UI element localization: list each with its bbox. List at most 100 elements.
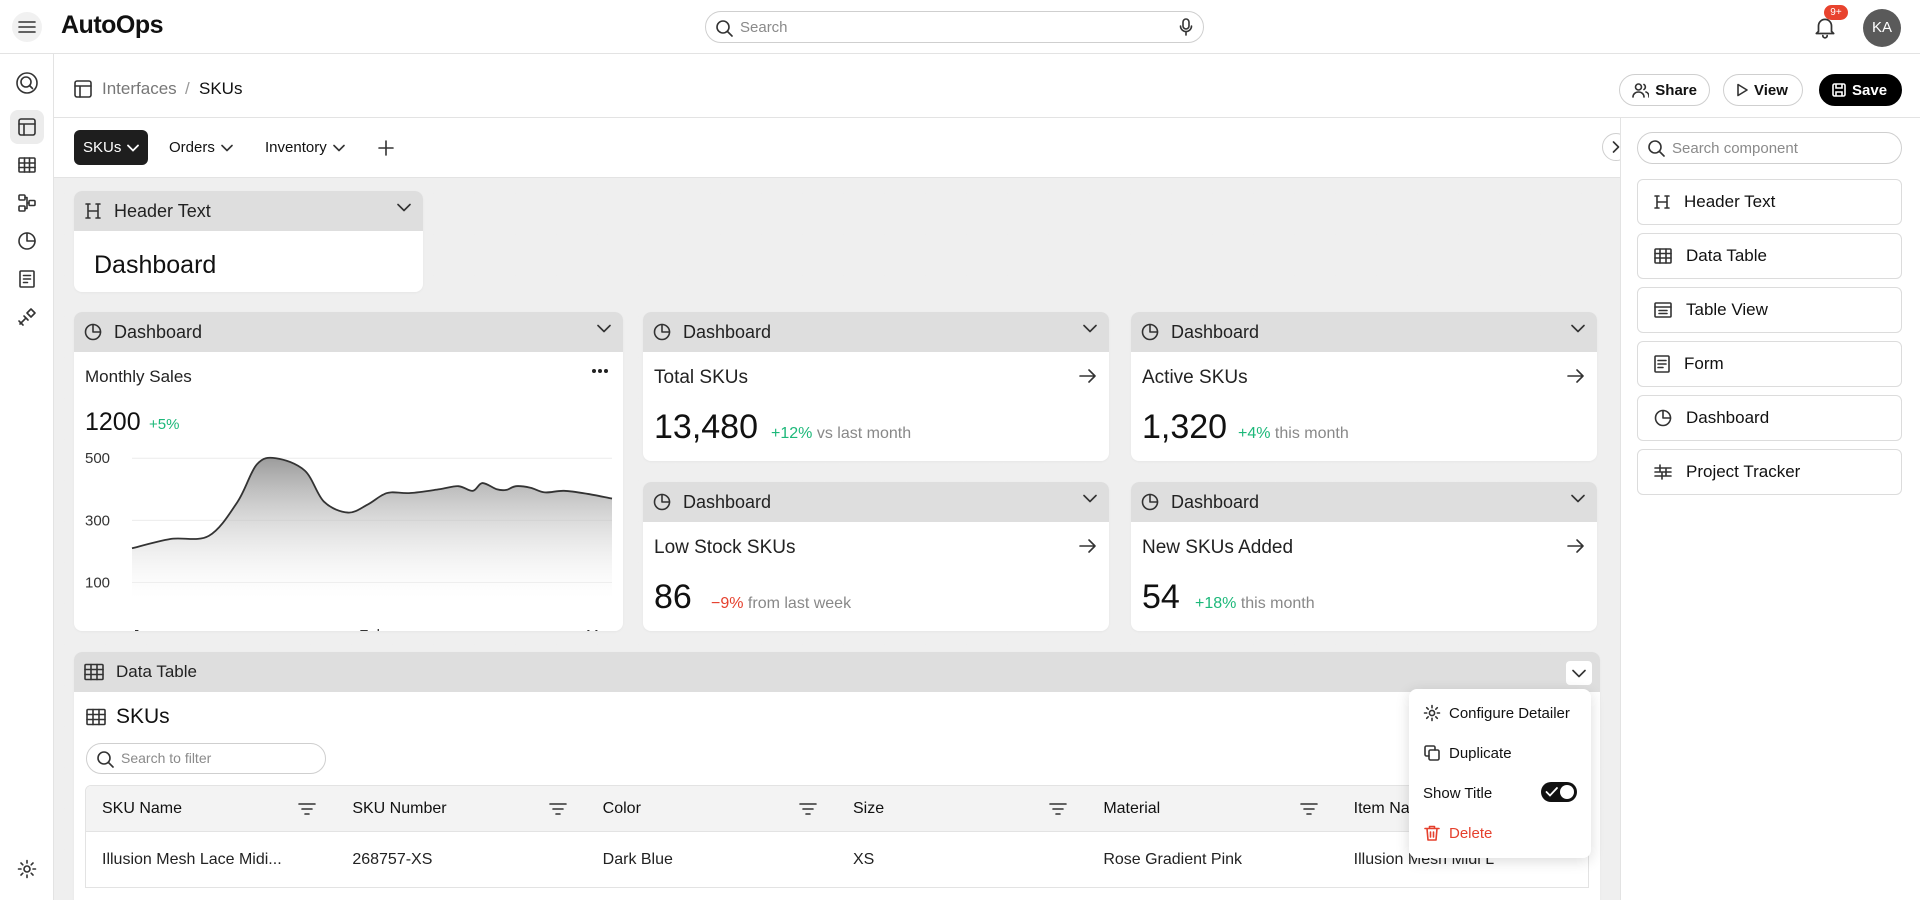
arrow-right-icon[interactable] <box>1079 368 1097 384</box>
sales-delta: +5% <box>149 416 180 433</box>
chevron-down-icon[interactable] <box>1083 324 1097 333</box>
arrow-right-icon[interactable] <box>1567 368 1585 384</box>
rail-settings-button[interactable] <box>10 852 44 886</box>
filter-icon[interactable] <box>1049 802 1068 816</box>
column-header-color[interactable]: Color <box>587 786 837 832</box>
pie-chart-icon <box>18 232 36 250</box>
filter-icon[interactable] <box>548 802 567 816</box>
table-icon <box>1654 248 1672 264</box>
filter-icon[interactable] <box>1299 802 1318 816</box>
menu-item-duplicate[interactable]: Duplicate <box>1423 741 1512 765</box>
rail-interfaces-button[interactable] <box>10 110 44 144</box>
rail-tools-button[interactable] <box>10 300 44 334</box>
kpi-delta-value: +12% <box>771 425 813 442</box>
arrow-right-icon[interactable] <box>1567 538 1585 554</box>
header-text-widget[interactable]: Header Text Dashboard <box>74 191 423 292</box>
user-avatar[interactable]: KA <box>1863 9 1901 47</box>
save-button[interactable]: Save <box>1819 74 1902 106</box>
component-data-table[interactable]: Data Table <box>1637 233 1902 279</box>
left-rail <box>0 54 54 900</box>
table-icon <box>18 157 36 173</box>
rail-workflows-button[interactable] <box>10 186 44 220</box>
arrow-right-icon[interactable] <box>1079 538 1097 554</box>
menu-item-label: Delete <box>1449 824 1493 842</box>
menu-item-show-title[interactable]: Show Title <box>1423 781 1492 805</box>
search-icon <box>716 20 733 37</box>
component-label: Table View <box>1686 300 1768 319</box>
component-search[interactable] <box>1637 132 1902 164</box>
component-label: Header Text <box>1684 192 1776 211</box>
widget-header: Dashboard <box>1131 482 1597 522</box>
widget-menu-toggle[interactable] <box>1566 661 1592 685</box>
component-table-view[interactable]: Table View <box>1637 287 1902 333</box>
component-label: Dashboard <box>1686 408 1770 427</box>
column-header-material[interactable]: Material <box>1087 786 1337 832</box>
search-icon <box>16 72 38 94</box>
kpi-new-skus-added[interactable]: Dashboard New SKUs Added 54 +18% this mo… <box>1131 482 1597 631</box>
filter-icon[interactable] <box>298 802 317 816</box>
table-filter[interactable] <box>86 743 326 774</box>
view-button[interactable]: View <box>1723 74 1803 106</box>
chevron-down-icon[interactable] <box>597 324 611 333</box>
search-icon <box>1648 140 1665 157</box>
chart-title: Monthly Sales <box>85 367 192 386</box>
tab-orders[interactable]: Orders <box>160 130 242 165</box>
cell-size: XS <box>852 851 875 868</box>
widget-title: Dashboard <box>683 321 772 342</box>
menu-item-configure-detailer[interactable]: Configure Detailer <box>1423 701 1570 725</box>
data-table-widget[interactable]: Data Table SKUs SKU Name SKU Number Colo… <box>74 652 1600 900</box>
chevron-down-icon[interactable] <box>1571 494 1585 503</box>
monthly-sales-widget[interactable]: Dashboard Monthly Sales 1200 +5% 500 300 1… <box>74 312 623 631</box>
sales-area-chart: 500 300 100 Jan Feb Mar <box>85 450 613 631</box>
component-dashboard[interactable]: Dashboard <box>1637 395 1902 441</box>
share-button[interactable]: Share <box>1619 74 1710 106</box>
kpi-low-stock-skus[interactable]: Dashboard Low Stock SKUs 86 −9% from las… <box>643 482 1109 631</box>
microphone-icon[interactable] <box>1179 18 1193 36</box>
kpi-active-skus[interactable]: Dashboard Active SKUs 1,320 +4% this mon… <box>1131 312 1597 461</box>
app-logo: AutoOps <box>61 11 164 39</box>
table-icon <box>86 708 106 726</box>
breadcrumb-parent[interactable]: Interfaces <box>102 79 177 98</box>
kpi-delta-value: −9% <box>711 595 744 612</box>
show-title-toggle[interactable] <box>1541 782 1577 802</box>
menu-item-delete[interactable]: Delete <box>1423 821 1492 845</box>
table-row[interactable]: Illusion Mesh Lace Midi... 268757-XS Dar… <box>86 832 1588 887</box>
widget-header: Dashboard <box>74 312 623 352</box>
filter-input[interactable] <box>121 750 311 766</box>
rail-forms-button[interactable] <box>10 262 44 296</box>
component-panel: Header Text Data Table Table View Form D… <box>1620 118 1920 900</box>
component-header-text[interactable]: Header Text <box>1637 179 1902 225</box>
play-icon <box>1737 83 1748 97</box>
chevron-down-icon[interactable] <box>1571 324 1585 333</box>
rail-search-button[interactable] <box>10 66 44 100</box>
form-icon <box>1654 355 1670 373</box>
more-horizontal-icon[interactable] <box>591 368 609 374</box>
tab-skus[interactable]: SKUs <box>74 130 149 165</box>
kpi-delta-text: this month <box>1240 595 1315 612</box>
column-label: Size <box>852 800 885 817</box>
tab-inventory[interactable]: Inventory <box>256 130 354 165</box>
rail-dashboards-button[interactable] <box>10 224 44 258</box>
pie-chart-icon <box>1141 323 1159 341</box>
column-header-sku-number[interactable]: SKU Number <box>336 786 586 832</box>
component-form[interactable]: Form <box>1637 341 1902 387</box>
column-header-sku-name[interactable]: SKU Name <box>86 786 336 832</box>
global-search[interactable] <box>705 11 1204 43</box>
component-label: Data Table <box>1686 246 1767 265</box>
rail-tables-button[interactable] <box>10 148 44 182</box>
bell-icon[interactable] <box>1812 14 1838 40</box>
filter-icon[interactable] <box>799 802 817 816</box>
chevron-down-icon[interactable] <box>397 203 411 212</box>
table-view-icon <box>1654 302 1672 318</box>
component-project-tracker[interactable]: Project Tracker <box>1637 449 1902 495</box>
chevron-down-icon <box>127 144 140 152</box>
widget-header: Dashboard <box>1131 312 1597 352</box>
kpi-total-skus[interactable]: Dashboard Total SKUs 13,480 +12% vs last… <box>643 312 1109 461</box>
menu-button[interactable] <box>12 12 42 42</box>
add-tab-button[interactable] <box>374 130 398 165</box>
chevron-down-icon[interactable] <box>1083 494 1097 503</box>
column-header-size[interactable]: Size <box>837 786 1087 832</box>
search-input[interactable] <box>740 17 1160 37</box>
sku-table: SKU Name SKU Number Color Size Material … <box>85 785 1589 888</box>
component-search-input[interactable] <box>1672 140 1892 157</box>
